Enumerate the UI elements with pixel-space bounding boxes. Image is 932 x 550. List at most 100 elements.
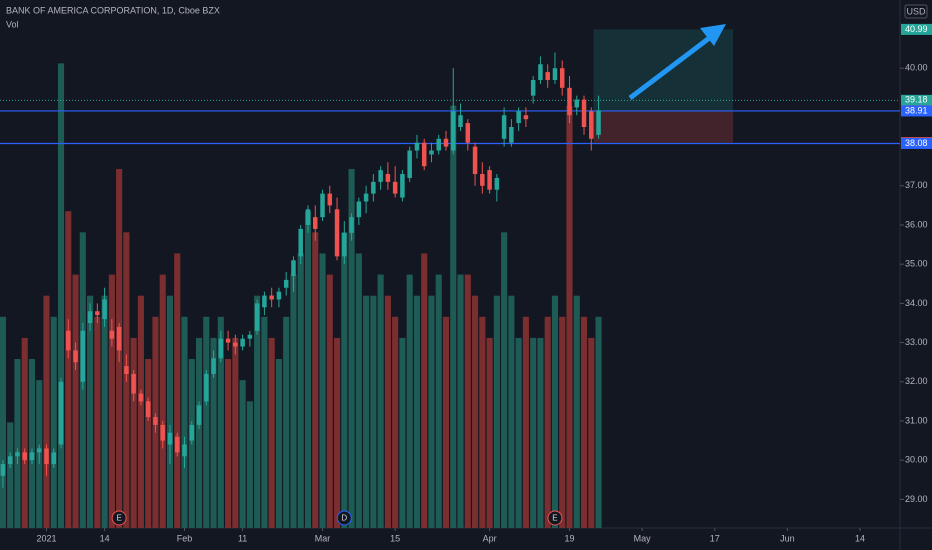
candle-body <box>218 338 224 359</box>
volume-bar <box>457 274 464 528</box>
candle-body <box>7 456 13 465</box>
currency[interactable]: USD <box>906 6 926 16</box>
event-label: D <box>341 514 347 523</box>
volume-bar <box>312 232 319 528</box>
volume-bar <box>595 316 602 528</box>
candle-body <box>283 279 289 288</box>
y-tick-label: 36.00 <box>905 219 928 229</box>
volume-bar <box>377 274 384 528</box>
candle-body <box>327 193 333 206</box>
candle-body <box>109 330 115 339</box>
x-tick-label: 11 <box>238 533 247 543</box>
x-tick-label: 2021 <box>36 533 56 543</box>
y-tick-label: 32.00 <box>905 376 928 386</box>
candle-body <box>596 110 601 135</box>
candle-body <box>196 405 202 425</box>
candle-body <box>160 424 165 441</box>
candle-body <box>233 342 238 347</box>
volume-bar <box>406 274 413 528</box>
candle-body <box>501 115 507 139</box>
x-tick-label: 19 <box>564 533 574 543</box>
candle-body <box>262 295 267 308</box>
volume-bar <box>261 316 268 528</box>
loss-zone <box>593 110 733 143</box>
volume-bar <box>254 295 261 528</box>
volume-bar <box>421 253 428 528</box>
volume-bar <box>472 295 479 528</box>
candle-body <box>298 228 303 257</box>
volume-bar <box>130 337 137 528</box>
currency-box[interactable] <box>904 4 928 19</box>
volume-bar <box>537 337 544 528</box>
candle-body <box>95 311 100 316</box>
x-tick-label: 14 <box>855 533 865 543</box>
volume-bar <box>159 274 166 528</box>
volume-bar <box>384 295 391 528</box>
price-tag <box>901 105 932 117</box>
candle-body <box>465 123 471 143</box>
volume-bar <box>515 337 522 528</box>
volume-bar <box>145 359 152 528</box>
candle-body <box>116 326 122 351</box>
candle-body <box>80 330 86 382</box>
volume-bar <box>7 422 14 528</box>
candle-body <box>414 142 420 151</box>
candle-body <box>334 209 340 257</box>
volume-bar <box>43 295 50 528</box>
candle-body <box>58 381 64 445</box>
volume-bar <box>522 316 529 528</box>
candle-body <box>36 448 42 453</box>
event-marker <box>111 510 127 526</box>
candle-body <box>73 350 78 363</box>
volume-bar <box>239 380 246 528</box>
candle-body <box>559 68 565 88</box>
candle-body <box>407 150 412 178</box>
candle-body <box>189 424 195 441</box>
volume-bar <box>108 274 115 528</box>
price-tag-label: 38.91 <box>905 105 928 115</box>
volume-bar <box>464 274 471 528</box>
arrow-shaft <box>628 34 714 100</box>
volume-bar <box>559 316 566 528</box>
arrow-head <box>700 24 726 46</box>
price-tag <box>901 23 932 35</box>
candle-body <box>276 291 282 300</box>
volume-bar <box>319 253 326 528</box>
volume-bar <box>341 232 348 528</box>
candle-body <box>429 150 434 155</box>
volume-bar <box>232 337 239 528</box>
candle-body <box>552 68 558 80</box>
candle-body <box>451 111 456 151</box>
volume-bar <box>87 295 94 528</box>
volume-bar <box>363 295 370 528</box>
volume-bar <box>195 337 203 528</box>
candle-body <box>530 79 536 96</box>
x-tick-label: 14 <box>100 533 110 543</box>
volume-bar <box>326 274 333 528</box>
candle-body <box>480 174 485 186</box>
candle-body <box>66 330 71 351</box>
volume-bar <box>225 359 232 528</box>
volume-bar <box>370 295 377 528</box>
x-tick-label: Apr <box>483 533 497 543</box>
candle-body <box>392 181 398 194</box>
candle-body <box>320 193 325 218</box>
candle-body <box>472 146 478 175</box>
candle-body <box>385 174 391 182</box>
candle-body <box>545 72 550 80</box>
volume-bar <box>283 316 290 528</box>
candle-body <box>87 311 93 323</box>
candle-body <box>494 177 500 190</box>
price-tag-label: 39.18 <box>905 95 928 105</box>
volume-bar <box>101 295 108 528</box>
volume-bar <box>290 274 297 528</box>
candle-body <box>29 452 35 461</box>
candle-body <box>574 99 580 108</box>
volume-bar <box>275 359 282 528</box>
volume-bar <box>137 295 144 528</box>
candle-body <box>22 452 27 461</box>
candle-body <box>509 127 514 143</box>
volume-bar <box>28 359 36 528</box>
candle-body <box>240 338 245 347</box>
